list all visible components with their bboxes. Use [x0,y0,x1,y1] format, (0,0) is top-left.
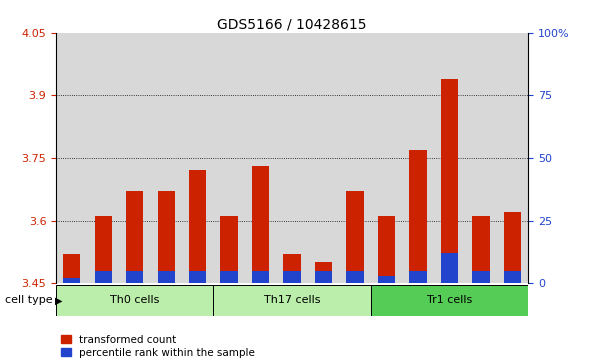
Bar [315,270,332,283]
Bar [371,285,528,316]
Text: Th17 cells: Th17 cells [264,295,320,305]
Bar [504,270,521,283]
Bar [465,33,497,283]
Bar [214,285,371,316]
Bar [276,33,308,283]
Legend: transformed count, percentile rank within the sample: transformed count, percentile rank withi… [61,335,255,358]
Bar [221,270,238,283]
Bar [441,78,458,283]
Title: GDS5166 / 10428615: GDS5166 / 10428615 [217,17,367,32]
Bar [308,33,339,283]
Bar [472,270,490,283]
Bar [150,33,182,283]
Bar [126,270,143,283]
Bar [252,270,269,283]
Bar [87,33,119,283]
Text: ▶: ▶ [55,295,63,305]
Text: cell type: cell type [5,295,53,305]
Bar [158,191,175,283]
Bar [497,33,528,283]
Bar [378,276,395,283]
Text: Tr1 cells: Tr1 cells [427,295,472,305]
Bar [189,270,206,283]
Bar [214,33,245,283]
Bar [182,33,214,283]
Bar [56,285,214,316]
Bar [63,254,80,283]
Bar [402,33,434,283]
Text: Th0 cells: Th0 cells [110,295,159,305]
Bar [472,216,490,283]
Bar [119,33,150,283]
Bar [409,150,427,283]
Bar [283,270,301,283]
Bar [245,33,276,283]
Bar [158,270,175,283]
Bar [315,262,332,283]
Bar [339,33,371,283]
Bar [126,191,143,283]
Bar [441,253,458,283]
Bar [346,270,363,283]
Bar [221,216,238,283]
Bar [346,191,363,283]
Bar [504,212,521,283]
Bar [283,254,301,283]
Bar [94,216,112,283]
Bar [189,170,206,283]
Bar [371,33,402,283]
Bar [252,166,269,283]
Bar [56,33,87,283]
Bar [434,33,465,283]
Bar [63,278,80,283]
Bar [409,270,427,283]
Bar [94,270,112,283]
Bar [378,216,395,283]
